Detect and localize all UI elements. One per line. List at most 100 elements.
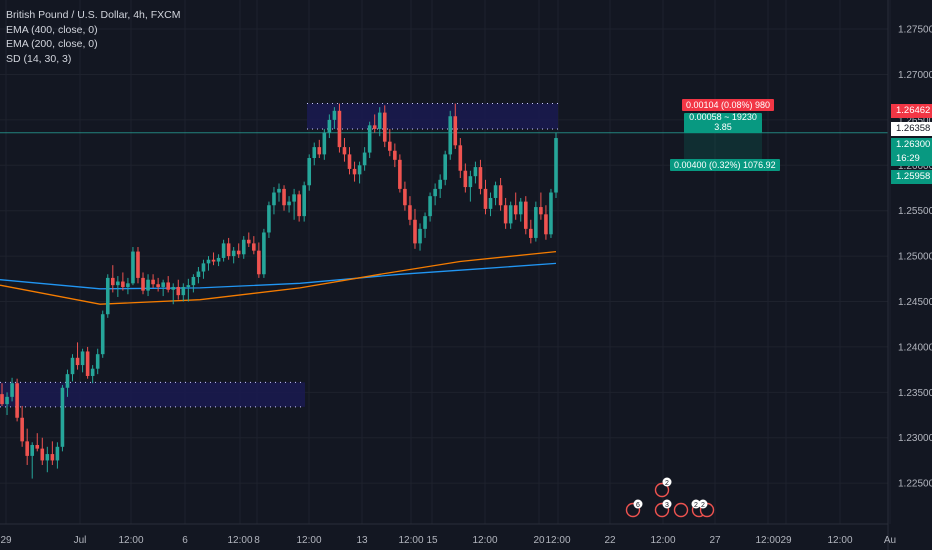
candle-body[interactable] xyxy=(55,446,60,461)
candle-body[interactable] xyxy=(544,214,548,235)
candle-body[interactable] xyxy=(211,259,216,262)
candle-body[interactable] xyxy=(347,154,352,169)
candle-body[interactable] xyxy=(257,250,261,275)
candle-body[interactable] xyxy=(403,188,407,206)
candle-body[interactable] xyxy=(252,243,256,251)
candle-body[interactable] xyxy=(488,197,493,209)
candle-body[interactable] xyxy=(90,368,95,376)
position-mid-label[interactable]: 0.00058 ~ 19230 3.85 xyxy=(684,112,762,133)
candle-body[interactable] xyxy=(453,116,458,146)
candle-body[interactable] xyxy=(322,132,327,155)
candle-body[interactable] xyxy=(45,454,50,461)
entry-price-tag[interactable]: 1.26300 xyxy=(891,138,932,152)
candle-body[interactable] xyxy=(146,279,150,291)
zone-rect[interactable] xyxy=(307,103,558,129)
candle-body[interactable] xyxy=(372,125,377,129)
candle-body[interactable] xyxy=(206,259,211,264)
candle-body[interactable] xyxy=(523,201,528,229)
candle-body[interactable] xyxy=(463,170,468,188)
ema400-line[interactable] xyxy=(0,262,557,290)
candle-body[interactable] xyxy=(241,239,246,255)
candle-body[interactable] xyxy=(100,314,105,355)
candle-body[interactable] xyxy=(498,185,503,206)
candle-body[interactable] xyxy=(342,147,347,155)
candle-body[interactable] xyxy=(332,110,337,120)
candle-body[interactable] xyxy=(287,201,291,206)
candle-body[interactable] xyxy=(292,194,296,202)
candle-body[interactable] xyxy=(443,154,447,180)
candle-body[interactable] xyxy=(171,286,176,290)
candle-body[interactable] xyxy=(216,257,221,262)
candle-body[interactable] xyxy=(433,188,437,197)
candle-body[interactable] xyxy=(156,284,160,287)
candle-body[interactable] xyxy=(201,263,206,272)
symbol-title[interactable]: British Pound / U.S. Dollar, 4h, FXCM xyxy=(6,9,181,21)
candle-body[interactable] xyxy=(226,243,231,257)
candle-body[interactable] xyxy=(327,119,332,133)
candle-body[interactable] xyxy=(166,282,170,290)
candle-body[interactable] xyxy=(60,387,65,447)
stop-price-tag[interactable]: 1.26462 xyxy=(891,104,932,118)
candle-body[interactable] xyxy=(388,141,392,151)
candle-body[interactable] xyxy=(302,185,306,217)
candle-body[interactable] xyxy=(423,216,427,229)
ema200-line[interactable] xyxy=(0,250,557,305)
indicator-ema400[interactable]: EMA (400, close, 0) xyxy=(6,23,98,36)
candle-body[interactable] xyxy=(468,176,473,188)
candle-body[interactable] xyxy=(95,354,100,369)
candle-body[interactable] xyxy=(236,250,241,255)
candle-body[interactable] xyxy=(312,147,317,159)
candle-body[interactable] xyxy=(50,454,55,461)
candle-body[interactable] xyxy=(131,251,135,284)
candle-body[interactable] xyxy=(176,286,181,296)
candle-body[interactable] xyxy=(75,357,80,366)
candle-body[interactable] xyxy=(513,205,518,215)
event-flag-icon[interactable] xyxy=(673,502,689,518)
price-axis[interactable]: 1.27500 1.27000 1.26500 1.26000 1.25500 1.250… xyxy=(898,25,932,490)
candle-body[interactable] xyxy=(191,276,196,286)
indicator-sd[interactable]: SD (14, 30, 3) xyxy=(6,52,72,65)
candle-body[interactable] xyxy=(70,357,75,375)
candle-body[interactable] xyxy=(121,281,125,287)
candle-body[interactable] xyxy=(10,383,14,397)
candle-body[interactable] xyxy=(352,168,357,175)
candle-body[interactable] xyxy=(25,441,29,456)
candle-body[interactable] xyxy=(141,277,145,291)
candle-body[interactable] xyxy=(408,205,412,220)
candle-body[interactable] xyxy=(493,185,498,198)
candle-body[interactable] xyxy=(151,279,155,285)
candle-body[interactable] xyxy=(549,192,553,235)
candle-body[interactable] xyxy=(503,205,508,224)
candle-body[interactable] xyxy=(483,188,488,209)
candle-body[interactable] xyxy=(161,282,165,287)
candle-body[interactable] xyxy=(0,394,4,405)
candle-body[interactable] xyxy=(5,396,9,405)
candle-body[interactable] xyxy=(377,112,382,129)
candle-body[interactable] xyxy=(382,112,387,142)
candle-body[interactable] xyxy=(473,167,478,177)
candle-body[interactable] xyxy=(418,228,422,244)
target-price-tag[interactable]: 1.25958 xyxy=(891,170,932,184)
candle-body[interactable] xyxy=(277,188,281,193)
candle-body[interactable] xyxy=(357,165,362,175)
candle-body[interactable] xyxy=(196,271,201,277)
risk-label[interactable]: 0.00104 (0.08%) 980 xyxy=(682,99,775,111)
indicator-ema200[interactable]: EMA (200, close, 0) xyxy=(6,38,98,50)
candle-body[interactable] xyxy=(317,147,322,155)
candle-body[interactable] xyxy=(181,286,186,296)
candle-body[interactable] xyxy=(262,232,266,275)
event-flag-icon[interactable] xyxy=(654,482,670,498)
candle-body[interactable] xyxy=(221,243,226,258)
candle-body[interactable] xyxy=(529,228,533,238)
current-price-tag[interactable]: 1.26358 xyxy=(891,122,932,136)
candle-body[interactable] xyxy=(337,110,342,148)
candle-body[interactable] xyxy=(534,207,538,238)
candle-body[interactable] xyxy=(307,158,312,186)
candle-body[interactable] xyxy=(272,192,276,206)
candle-body[interactable] xyxy=(413,219,417,244)
candles[interactable] xyxy=(0,103,558,479)
candle-body[interactable] xyxy=(282,188,286,206)
candle-body[interactable] xyxy=(428,196,432,217)
candle-body[interactable] xyxy=(231,250,236,257)
candle-body[interactable] xyxy=(398,159,402,189)
